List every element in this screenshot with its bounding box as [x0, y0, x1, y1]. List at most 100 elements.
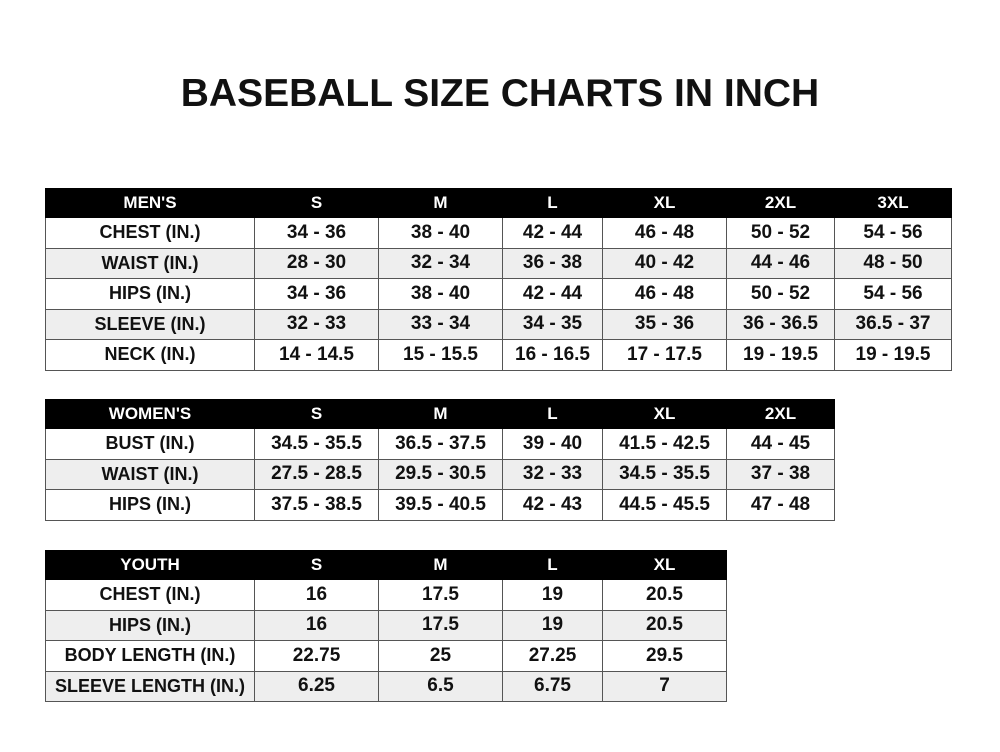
measurement-cell: 15 - 15.5 [378, 339, 503, 371]
measurement-cell: 37 - 38 [726, 458, 835, 490]
measurement-cell: 16 [254, 579, 379, 611]
measurement-cell: 7 [602, 670, 727, 702]
measurement-label: WAIST (IN.) [45, 458, 255, 490]
measurement-cell: 36 - 38 [502, 247, 603, 279]
measurement-label: BUST (IN.) [45, 428, 255, 460]
measurement-cell: 36 - 36.5 [726, 308, 835, 340]
size-header: L [502, 188, 603, 218]
table-row: HIPS (IN.) 16 17.5 19 20.5 [45, 609, 727, 641]
measurement-cell: 6.25 [254, 670, 379, 702]
measurement-cell: 39 - 40 [502, 428, 603, 460]
measurement-cell: 16 - 16.5 [502, 339, 603, 371]
measurement-cell: 50 - 52 [726, 217, 835, 249]
mens-size-table: MEN'S S M L XL 2XL 3XL CHEST (IN.) 34 - 36 38 - 4… [45, 188, 952, 371]
header-row: MEN'S S M L XL 2XL 3XL [45, 188, 952, 218]
size-header: M [378, 399, 503, 429]
size-header: M [378, 550, 503, 580]
size-header: 2XL [726, 188, 835, 218]
size-header: M [378, 188, 503, 218]
measurement-cell: 41.5 - 42.5 [602, 428, 727, 460]
measurement-cell: 35 - 36 [602, 308, 727, 340]
measurement-cell: 32 - 34 [378, 247, 503, 279]
measurement-cell: 20.5 [602, 609, 727, 641]
table-row: HIPS (IN.) 37.5 - 38.5 39.5 - 40.5 42 - 43 4… [45, 489, 835, 521]
measurement-label: CHEST (IN.) [45, 217, 255, 249]
measurement-cell: 19 [502, 609, 603, 641]
size-header: 2XL [726, 399, 835, 429]
measurement-label: BODY LENGTH (IN.) [45, 640, 255, 672]
size-header: S [254, 399, 379, 429]
measurement-label: SLEEVE LENGTH (IN.) [45, 670, 255, 702]
measurement-cell: 34.5 - 35.5 [254, 428, 379, 460]
page-title: BASEBALL SIZE CHARTS IN INCH [180, 72, 820, 115]
youth-size-table: YOUTH S M L XL CHEST (IN.) 16 17.5 19 20.5 HIPS (I… [45, 550, 727, 702]
measurement-cell: 34 - 35 [502, 308, 603, 340]
measurement-cell: 38 - 40 [378, 278, 503, 310]
measurement-cell: 32 - 33 [502, 458, 603, 490]
measurement-label: CHEST (IN.) [45, 579, 255, 611]
size-header: XL [602, 399, 727, 429]
womens-size-table: WOMEN'S S M L XL 2XL BUST (IN.) 34.5 - 35.5 36.5… [45, 399, 835, 521]
measurement-cell: 19 - 19.5 [834, 339, 952, 371]
size-header: S [254, 550, 379, 580]
measurement-cell: 44.5 - 45.5 [602, 489, 727, 521]
measurement-cell: 36.5 - 37.5 [378, 428, 503, 460]
measurement-cell: 19 - 19.5 [726, 339, 835, 371]
measurement-label: HIPS (IN.) [45, 609, 255, 641]
measurement-cell: 19 [502, 579, 603, 611]
measurement-cell: 14 - 14.5 [254, 339, 379, 371]
measurement-cell: 36.5 - 37 [834, 308, 952, 340]
measurement-cell: 28 - 30 [254, 247, 379, 279]
measurement-label: NECK (IN.) [45, 339, 255, 371]
measurement-cell: 16 [254, 609, 379, 641]
measurement-cell: 29.5 - 30.5 [378, 458, 503, 490]
measurement-cell: 22.75 [254, 640, 379, 672]
measurement-cell: 38 - 40 [378, 217, 503, 249]
measurement-cell: 17.5 [378, 609, 503, 641]
measurement-cell: 34 - 36 [254, 217, 379, 249]
measurement-cell: 6.75 [502, 670, 603, 702]
size-header: XL [602, 550, 727, 580]
measurement-cell: 17 - 17.5 [602, 339, 727, 371]
table-row: SLEEVE LENGTH (IN.) 6.25 6.5 6.75 7 [45, 670, 727, 702]
category-header: YOUTH [45, 550, 255, 580]
measurement-cell: 48 - 50 [834, 247, 952, 279]
measurement-label: HIPS (IN.) [45, 489, 255, 521]
table-row: BUST (IN.) 34.5 - 35.5 36.5 - 37.5 39 - 40 4… [45, 428, 835, 460]
measurement-cell: 50 - 52 [726, 278, 835, 310]
measurement-label: SLEEVE (IN.) [45, 308, 255, 340]
measurement-cell: 42 - 43 [502, 489, 603, 521]
measurement-label: HIPS (IN.) [45, 278, 255, 310]
measurement-cell: 46 - 48 [602, 278, 727, 310]
measurement-cell: 20.5 [602, 579, 727, 611]
header-row: WOMEN'S S M L XL 2XL [45, 399, 835, 429]
measurement-cell: 44 - 45 [726, 428, 835, 460]
measurement-cell: 42 - 44 [502, 278, 603, 310]
size-header: 3XL [834, 188, 952, 218]
measurement-cell: 6.5 [378, 670, 503, 702]
header-row: YOUTH S M L XL [45, 550, 727, 580]
category-header: WOMEN'S [45, 399, 255, 429]
measurement-cell: 54 - 56 [834, 217, 952, 249]
table-row: CHEST (IN.) 16 17.5 19 20.5 [45, 579, 727, 611]
table-row: WAIST (IN.) 28 - 30 32 - 34 36 - 38 40 - 42 4… [45, 247, 952, 279]
size-header: S [254, 188, 379, 218]
table-row: SLEEVE (IN.) 32 - 33 33 - 34 34 - 35 35 - 36… [45, 308, 952, 340]
measurement-cell: 40 - 42 [602, 247, 727, 279]
measurement-cell: 25 [378, 640, 503, 672]
table-row: NECK (IN.) 14 - 14.5 15 - 15.5 16 - 16.5 17 … [45, 339, 952, 371]
measurement-cell: 39.5 - 40.5 [378, 489, 503, 521]
measurement-cell: 42 - 44 [502, 217, 603, 249]
category-header: MEN'S [45, 188, 255, 218]
table-row: CHEST (IN.) 34 - 36 38 - 40 42 - 44 46 - 48 5… [45, 217, 952, 249]
measurement-cell: 34.5 - 35.5 [602, 458, 727, 490]
measurement-cell: 34 - 36 [254, 278, 379, 310]
measurement-cell: 29.5 [602, 640, 727, 672]
table-row: WAIST (IN.) 27.5 - 28.5 29.5 - 30.5 32 - 33… [45, 458, 835, 490]
size-header: L [502, 550, 603, 580]
measurement-cell: 54 - 56 [834, 278, 952, 310]
measurement-cell: 17.5 [378, 579, 503, 611]
measurement-label: WAIST (IN.) [45, 247, 255, 279]
measurement-cell: 37.5 - 38.5 [254, 489, 379, 521]
measurement-cell: 33 - 34 [378, 308, 503, 340]
